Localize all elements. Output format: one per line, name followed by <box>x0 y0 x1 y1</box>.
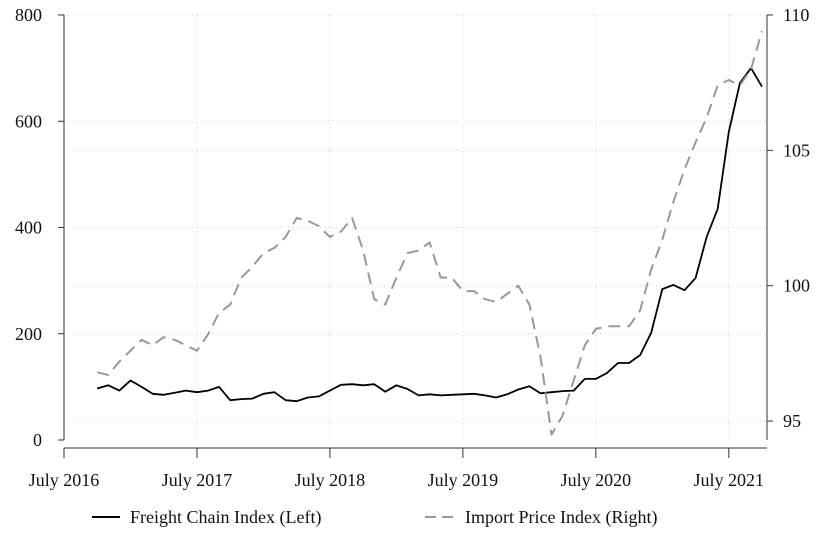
left-axis-ticks: 0 200 400 600 800 <box>15 5 64 450</box>
x-tick-label: July 2017 <box>162 470 233 490</box>
right-axis-ticks: 95 100 105 110 <box>767 5 810 431</box>
x-tick-label: July 2018 <box>295 470 366 490</box>
gridlines <box>64 14 767 440</box>
axes <box>63 15 768 449</box>
legend-label: Freight Chain Index (Left) <box>130 507 321 528</box>
right-tick-label: 95 <box>783 411 801 431</box>
left-tick-label: 600 <box>15 111 42 131</box>
legend-label: Import Price Index (Right) <box>465 507 657 528</box>
x-tick-label: July 2016 <box>29 470 100 490</box>
series-line-import-price-index <box>96 30 763 436</box>
series-line-freight-chain-index <box>96 67 763 403</box>
left-tick-label: 200 <box>15 324 42 344</box>
left-tick-label: 800 <box>15 5 42 25</box>
legend: Freight Chain Index (Left) Import Price I… <box>92 507 657 528</box>
x-axis-ticks: July 2016 July 2017 July 2018 July 2019 July… <box>29 448 764 490</box>
series-lines <box>96 30 763 436</box>
right-tick-label: 105 <box>783 140 810 160</box>
right-tick-label: 110 <box>783 5 809 25</box>
left-tick-label: 0 <box>33 430 42 450</box>
right-tick-label: 100 <box>783 276 810 296</box>
x-tick-label: July 2021 <box>694 470 765 490</box>
x-tick-label: July 2019 <box>428 470 499 490</box>
x-tick-label: July 2020 <box>561 470 632 490</box>
left-tick-label: 400 <box>15 218 42 238</box>
